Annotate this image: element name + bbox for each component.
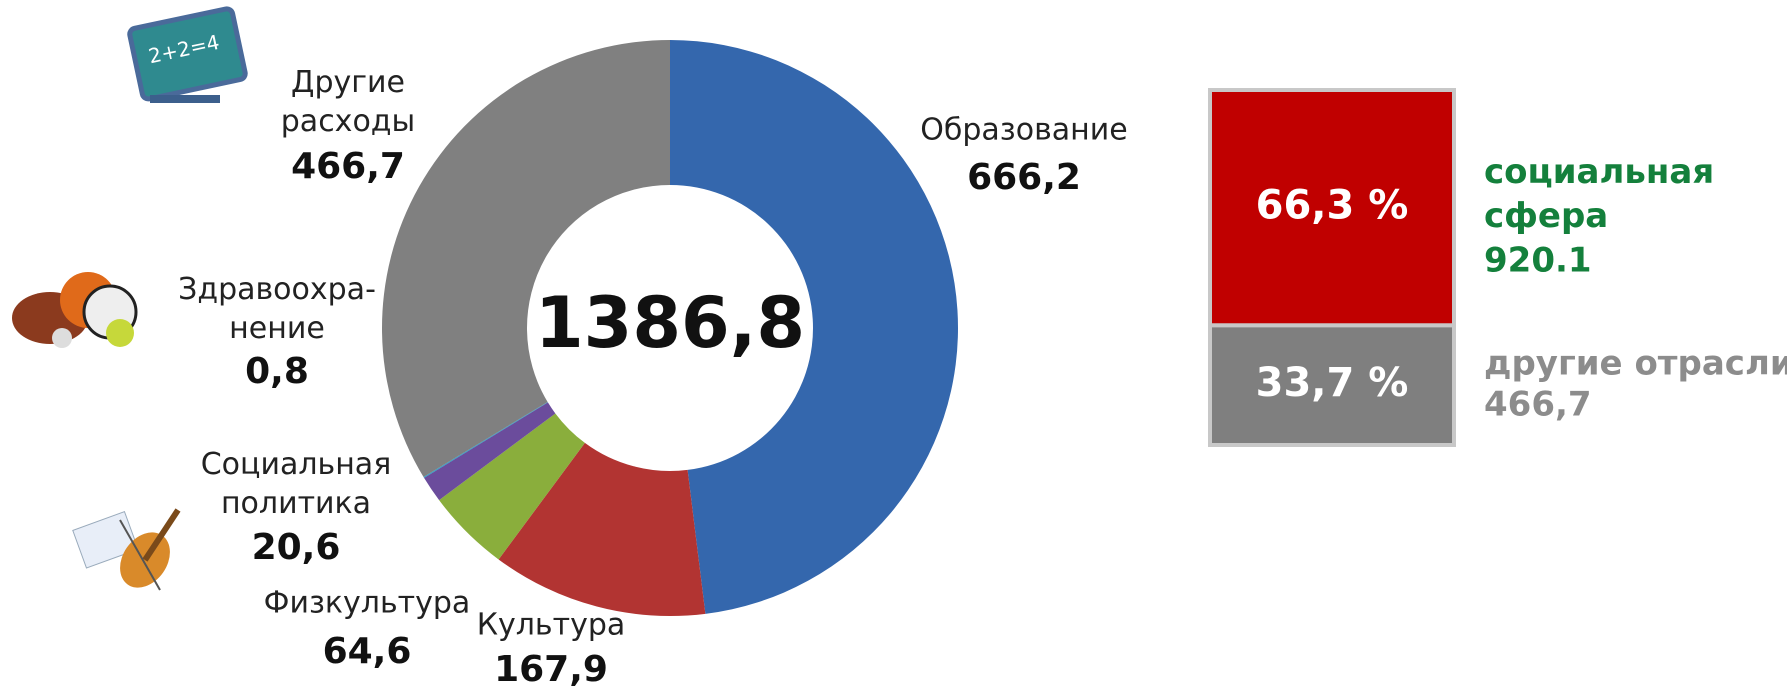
slice-name: Физкультура bbox=[264, 586, 471, 621]
donut-slice bbox=[670, 40, 958, 614]
slice-value: 466,7 bbox=[291, 146, 405, 187]
slice-value: 64,6 bbox=[323, 631, 412, 672]
donut-slice bbox=[424, 402, 556, 501]
bar-segment bbox=[1208, 88, 1456, 328]
icon-chalkboard: 2+2=4 bbox=[127, 6, 248, 103]
slice-name: Культура bbox=[477, 608, 626, 643]
donut-slice bbox=[439, 413, 585, 560]
segment-label: 33,7 % bbox=[1256, 360, 1409, 406]
slice-value: 167,9 bbox=[494, 649, 608, 690]
icon-violin bbox=[72, 508, 181, 591]
slice-value: 0,8 bbox=[245, 351, 309, 392]
slice-name: Другие расходы bbox=[281, 65, 415, 139]
donut-slice bbox=[381, 40, 670, 477]
segment-amount: 920.1 bbox=[1484, 241, 1592, 281]
slice-value: 20,6 bbox=[252, 527, 341, 568]
donut-slice bbox=[498, 442, 706, 617]
total-label: 1386,8 bbox=[535, 282, 805, 364]
slice-name: Здравоохра-нение bbox=[178, 272, 376, 346]
segment-label: 66,3 % bbox=[1256, 183, 1409, 229]
bar-segment bbox=[1208, 323, 1456, 447]
slice-name: Образование bbox=[920, 113, 1127, 148]
segment-name: другие отрасли bbox=[1484, 344, 1787, 384]
slice-name: Социальная политика bbox=[201, 447, 392, 521]
icon-balls bbox=[12, 272, 138, 348]
donut-slice bbox=[423, 401, 548, 478]
slice-value: 666,2 bbox=[967, 157, 1081, 198]
segment-name: социальная сфера bbox=[1484, 152, 1714, 236]
segment-amount: 466,7 bbox=[1484, 385, 1592, 425]
